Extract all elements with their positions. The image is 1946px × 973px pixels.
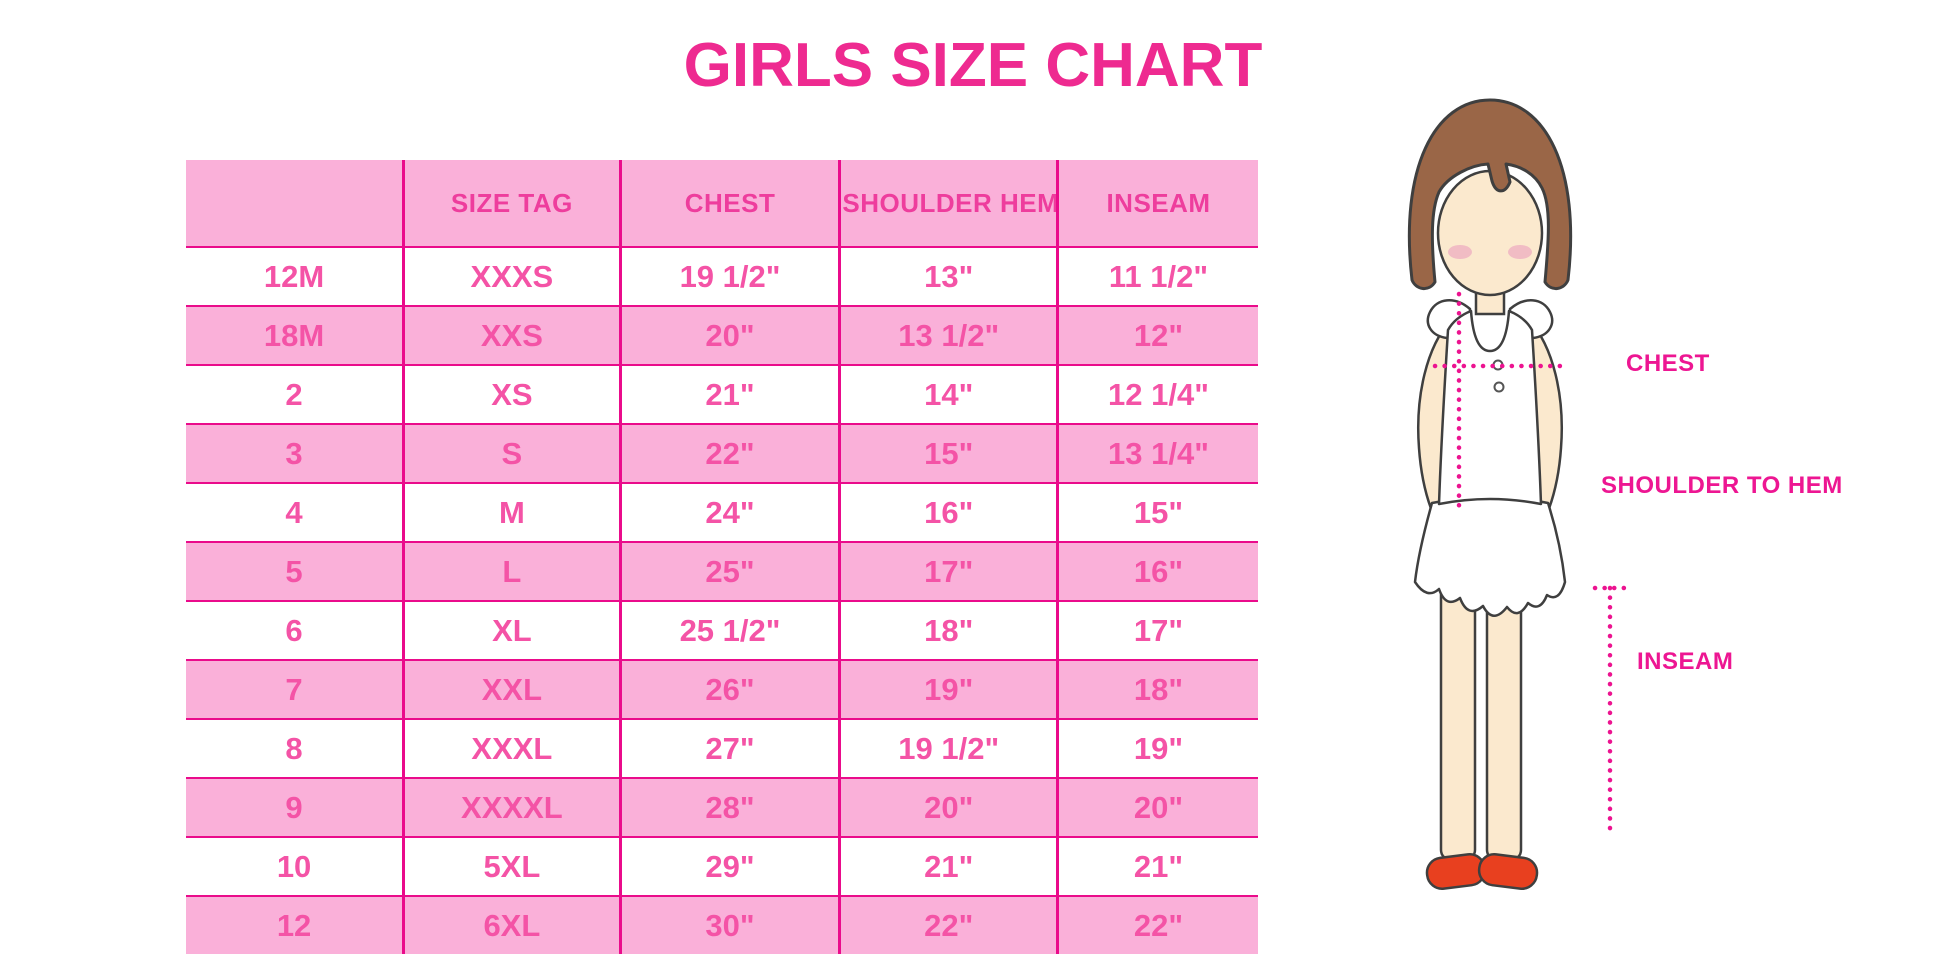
header-row: SIZE TAG CHEST SHOULDER HEM INSEAM — [184, 159, 1260, 248]
size-cell: 5 — [184, 541, 406, 602]
value-cell: L — [402, 541, 622, 602]
girl-blush-left — [1448, 245, 1472, 259]
table-row: 4 M 24" 16" 15" — [184, 482, 1260, 543]
size-chart-table: SIZE TAG CHEST SHOULDER HEM INSEAM 12M XXXS 19… — [184, 159, 1260, 955]
value-cell: 11 1/2" — [1056, 246, 1260, 307]
value-cell: XXXXL — [402, 777, 622, 838]
value-cell: 26" — [618, 659, 842, 720]
value-cell: 19 1/2" — [618, 246, 842, 307]
column-header: SIZE TAG — [402, 159, 622, 248]
value-cell: 16" — [1056, 541, 1260, 602]
value-cell: 20" — [618, 305, 842, 366]
page-title: GIRLS SIZE CHART — [683, 31, 1263, 100]
value-cell: 29" — [618, 836, 842, 897]
size-cell: 2 — [184, 364, 406, 425]
column-header: CHEST — [618, 159, 842, 248]
value-cell: 25 1/2" — [618, 600, 842, 661]
value-cell: M — [402, 482, 622, 543]
value-cell: 21" — [618, 364, 842, 425]
size-cell: 12 — [184, 895, 406, 955]
size-cell: 3 — [184, 423, 406, 484]
size-cell: 18M — [184, 305, 406, 366]
value-cell: 22" — [838, 895, 1059, 955]
value-cell: 16" — [838, 482, 1059, 543]
value-cell: 17" — [1056, 600, 1260, 661]
value-cell: 18" — [838, 600, 1059, 661]
girl-top — [1437, 309, 1543, 506]
size-cell: 7 — [184, 659, 406, 720]
value-cell: 17" — [838, 541, 1059, 602]
value-cell: 12" — [1056, 305, 1260, 366]
value-cell: 14" — [838, 364, 1059, 425]
table-row: 8 XXXL 27" 19 1/2" 19" — [184, 718, 1260, 779]
size-cell: 12M — [184, 246, 406, 307]
value-cell: 30" — [618, 895, 842, 955]
girl-left-leg — [1439, 582, 1477, 862]
table-row: 12M XXXS 19 1/2" 13" 11 1/2" — [184, 246, 1260, 307]
value-cell: 19" — [838, 659, 1059, 720]
column-header: SHOULDER HEM — [838, 159, 1059, 248]
table-row: 10 5XL 29" 21" 21" — [184, 836, 1260, 897]
value-cell: 24" — [618, 482, 842, 543]
value-cell: 22" — [1056, 895, 1260, 955]
girl-skirt — [1413, 495, 1567, 617]
value-cell: 21" — [838, 836, 1059, 897]
value-cell: 19" — [1056, 718, 1260, 779]
table-row: 6 XL 25 1/2" 18" 17" — [184, 600, 1260, 661]
size-cell: 10 — [184, 836, 406, 897]
table-row: 2 XS 21" 14" 12 1/4" — [184, 364, 1260, 425]
value-cell: 13 1/4" — [1056, 423, 1260, 484]
value-cell: 13" — [838, 246, 1059, 307]
value-cell: XL — [402, 600, 622, 661]
table-row: 18M XXS 20" 13 1/2" 12" — [184, 305, 1260, 366]
value-cell: 19 1/2" — [838, 718, 1059, 779]
value-cell: XXL — [402, 659, 622, 720]
value-cell: 21" — [1056, 836, 1260, 897]
column-header: INSEAM — [1056, 159, 1260, 248]
table-row: 9 XXXXL 28" 20" 20" — [184, 777, 1260, 838]
value-cell: 27" — [618, 718, 842, 779]
girl-illustration — [1407, 98, 1628, 890]
value-cell: 22" — [618, 423, 842, 484]
value-cell: 18" — [1056, 659, 1260, 720]
value-cell: XXXL — [402, 718, 622, 779]
girl-hair — [1407, 98, 1573, 290]
column-header — [184, 159, 406, 248]
value-cell: 6XL — [402, 895, 622, 955]
girl-left-shoe — [1425, 853, 1487, 890]
value-cell: 12 1/4" — [1056, 364, 1260, 425]
inseam-measurement-label: INSEAM — [1637, 648, 1734, 675]
table-row: 3 S 22" 15" 13 1/4" — [184, 423, 1260, 484]
chest-measurement-label: CHEST — [1626, 350, 1710, 377]
size-cell: 8 — [184, 718, 406, 779]
girl-blush-right — [1508, 245, 1532, 259]
girl-right-leg — [1485, 582, 1523, 862]
size-cell: 6 — [184, 600, 406, 661]
size-cell: 4 — [184, 482, 406, 543]
value-cell: 28" — [618, 777, 842, 838]
value-cell: 13 1/2" — [838, 305, 1059, 366]
value-cell: XS — [402, 364, 622, 425]
value-cell: XXXS — [402, 246, 622, 307]
size-chart-table-container: SIZE TAG CHEST SHOULDER HEM INSEAM 12M XXXS 19… — [184, 159, 1260, 955]
value-cell: 15" — [1056, 482, 1260, 543]
value-cell: 20" — [1056, 777, 1260, 838]
girl-right-shoe — [1477, 853, 1539, 890]
shoulder-to-hem-measurement-label: SHOULDER TO HEM — [1601, 472, 1843, 499]
value-cell: 20" — [838, 777, 1059, 838]
girl-face — [1436, 169, 1544, 297]
table-row: 7 XXL 26" 19" 18" — [184, 659, 1260, 720]
table-row: 12 6XL 30" 22" 22" — [184, 895, 1260, 955]
value-cell: 15" — [838, 423, 1059, 484]
value-cell: XXS — [402, 305, 622, 366]
value-cell: 5XL — [402, 836, 622, 897]
table-row: 5 L 25" 17" 16" — [184, 541, 1260, 602]
button-icon — [1493, 381, 1505, 393]
value-cell: 25" — [618, 541, 842, 602]
size-cell: 9 — [184, 777, 406, 838]
value-cell: S — [402, 423, 622, 484]
